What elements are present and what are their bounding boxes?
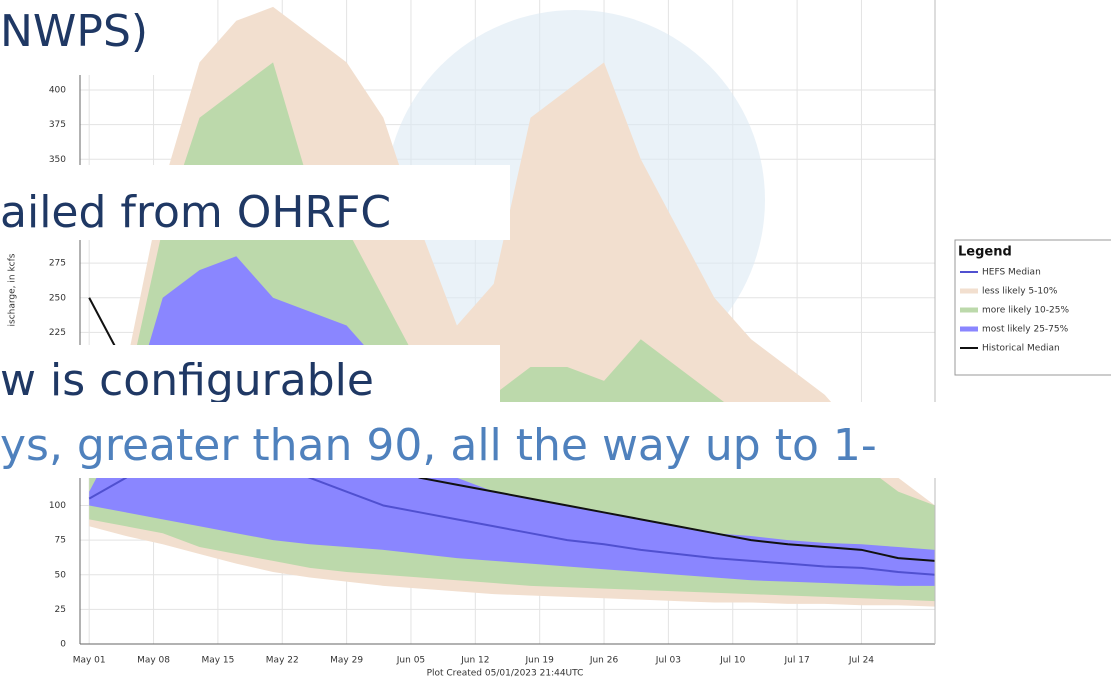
x-tick-label: Jun 12 (460, 656, 489, 666)
y-tick-label: 25 (55, 605, 66, 615)
legend-title: Legend (958, 245, 1012, 260)
x-tick-label: Jun 19 (524, 656, 554, 666)
footer: Plot Created 05/01/2023 21:44UTC (427, 669, 584, 679)
y-tick-label: 50 (55, 570, 67, 580)
y-tick-label: 0 (60, 640, 66, 650)
x-tick-label: Jul 10 (719, 656, 745, 666)
y-axis-label: ischarge, in kcfs (8, 253, 18, 326)
y-tick-label: 100 (49, 501, 66, 511)
y-tick-label: 375 (49, 120, 66, 130)
legend-label: HEFS Median (982, 268, 1041, 278)
overlay-line: w is configurable (0, 345, 500, 405)
x-tick-label: May 01 (73, 656, 106, 666)
y-tick-label: 400 (49, 86, 66, 96)
x-tick-label: May 15 (201, 656, 234, 666)
legend-label: Historical Median (982, 344, 1060, 354)
legend: HEFS Median less likely 5-10% more likely … (960, 268, 1069, 354)
x-tick-label: Jul 24 (848, 656, 874, 666)
x-tick-label: May 22 (266, 656, 299, 666)
overlay-line: ailed from OHRFC (0, 165, 510, 240)
y-tick-label: 75 (55, 536, 66, 546)
y-tick-label: 250 (49, 293, 66, 303)
legend-label: less likely 5-10% (982, 287, 1058, 297)
x-tick-label: Jul 03 (655, 656, 681, 666)
x-tick-label: Jun 05 (396, 656, 425, 666)
band (89, 256, 935, 586)
x-tick-label: May 08 (137, 656, 170, 666)
y-tick-label: 350 (49, 155, 66, 165)
x-tick-label: Jul 17 (784, 656, 810, 666)
overlay-line: ys, greater than 90, all the way up to 1… (0, 402, 940, 478)
y-tick-label: 275 (49, 259, 66, 269)
overlay-line: NWPS) (0, 0, 190, 75)
legend-box (954, 239, 1111, 376)
y-tick-label: 225 (49, 328, 66, 338)
legend-label: most likely 25-75% (982, 325, 1069, 335)
x-tick-label: May 29 (330, 656, 363, 666)
x-tick-label: Jun 26 (589, 656, 619, 666)
legend-label: more likely 10-25% (982, 306, 1069, 316)
